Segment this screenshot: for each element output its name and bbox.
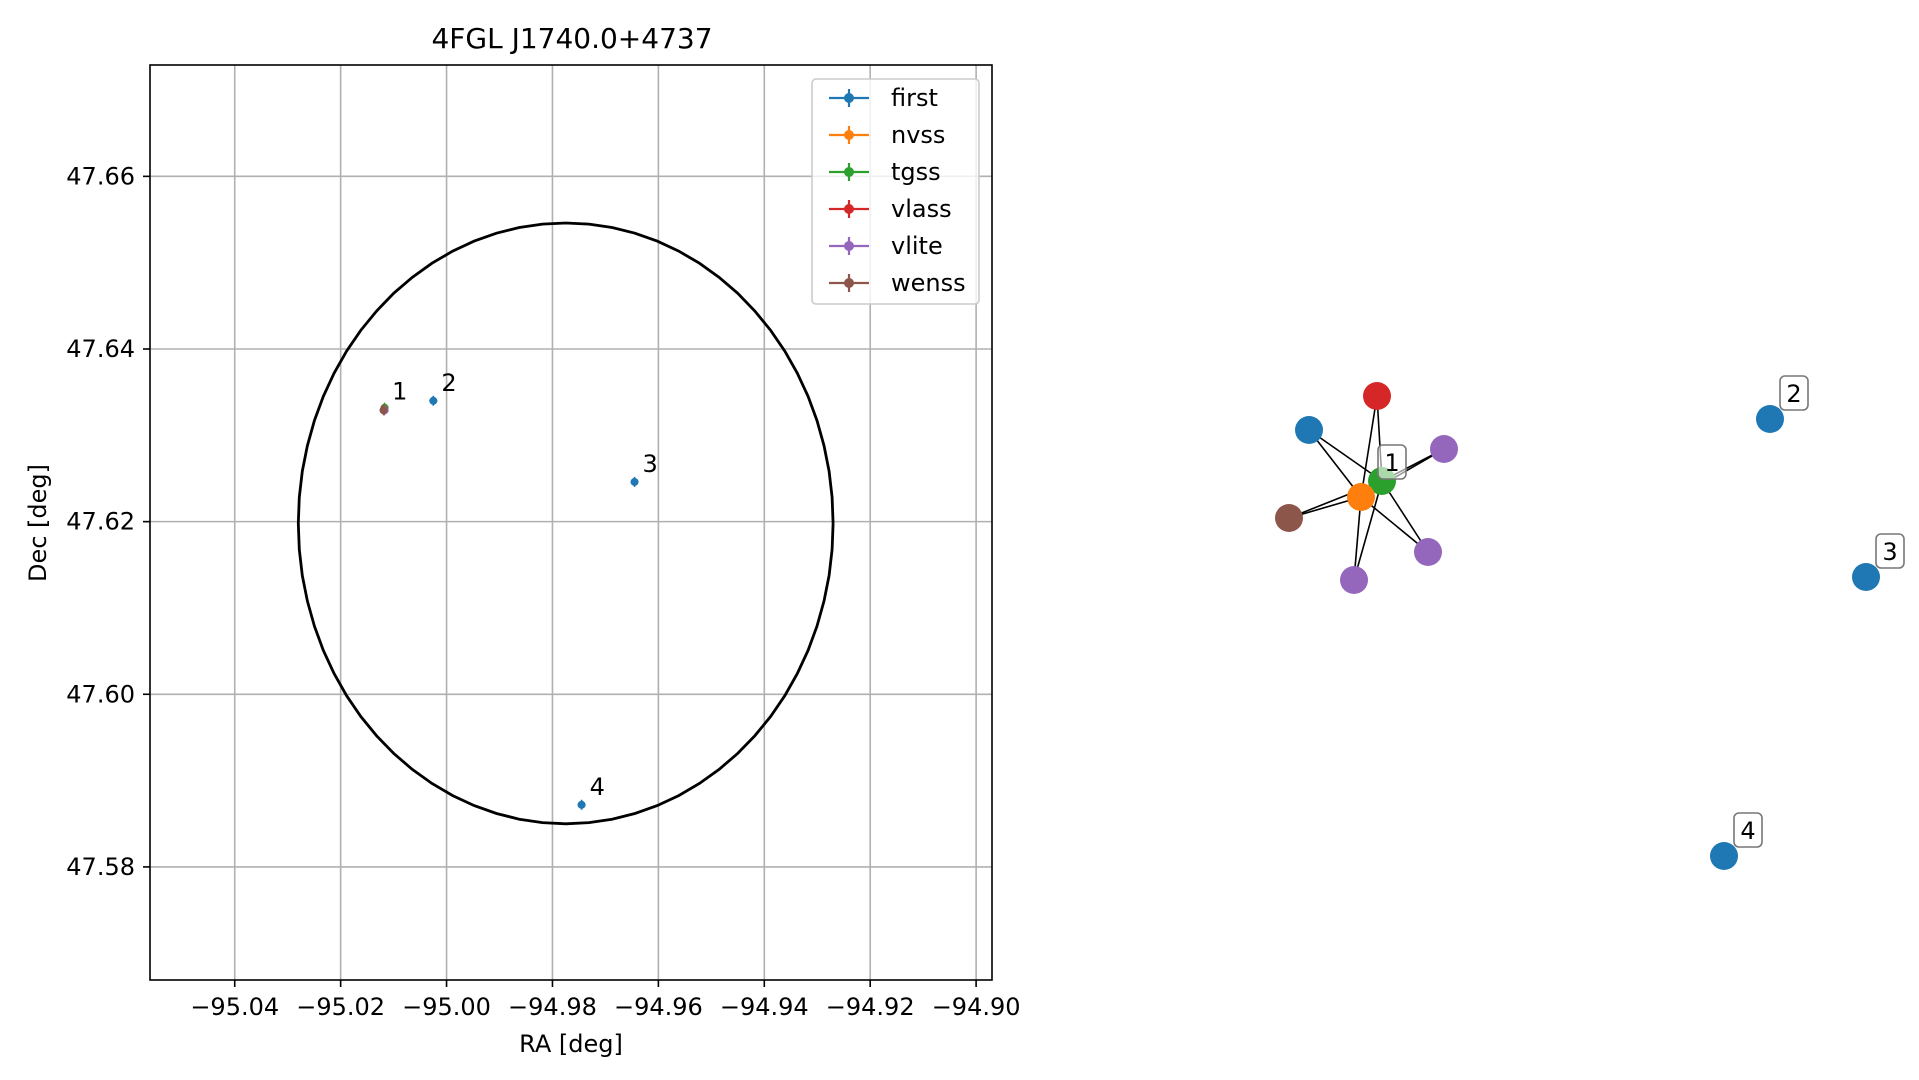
x-tick-label: −94.96 bbox=[614, 993, 703, 1021]
graph-node-nvss bbox=[1347, 483, 1375, 511]
crossmatch-graph: 1 2 3 4 bbox=[1275, 375, 1905, 870]
data-points bbox=[379, 395, 639, 810]
x-tick-label: −95.00 bbox=[402, 993, 491, 1021]
graph-node-label: 4 bbox=[1733, 812, 1763, 848]
graph-node-wenss bbox=[1275, 504, 1303, 532]
legend-entry-vlass: vlass bbox=[829, 195, 952, 223]
graph-node-first bbox=[1756, 405, 1784, 433]
graph-node-label: 3 bbox=[1875, 533, 1905, 569]
legend-entry-first: first bbox=[829, 84, 938, 112]
point-wenss bbox=[379, 405, 388, 416]
y-tick-label: 47.66 bbox=[66, 162, 135, 190]
legend-label: wenss bbox=[891, 269, 966, 297]
graph-nodes bbox=[1275, 382, 1880, 870]
y-axis-label: Dec [deg] bbox=[24, 464, 52, 582]
graph-node-vlite bbox=[1430, 435, 1458, 463]
sky-scatter-plot: 4FGL J1740.0+4737 1 234 −95.04 −95.02 −95.0… bbox=[24, 22, 1021, 1058]
legend-marker bbox=[844, 204, 854, 214]
point-label: 4 bbox=[590, 773, 605, 801]
graph-node-label: 1 bbox=[1377, 444, 1407, 480]
graph-edge bbox=[1360, 395, 1378, 498]
label-text: 3 bbox=[1882, 538, 1897, 566]
graph-node-vlite bbox=[1340, 566, 1368, 594]
ellipse-outline bbox=[296, 221, 835, 826]
legend-entry-wenss: wenss bbox=[829, 269, 966, 297]
marker bbox=[577, 800, 586, 809]
graph-node-first bbox=[1852, 563, 1880, 591]
legend-entry-nvss: nvss bbox=[829, 121, 945, 149]
graph-edge bbox=[1353, 480, 1383, 581]
legend-label: first bbox=[891, 84, 938, 112]
point-first bbox=[429, 395, 438, 406]
label-box bbox=[1779, 375, 1809, 411]
legend-label: tgss bbox=[891, 158, 941, 186]
point-label: 1 bbox=[392, 377, 407, 405]
legend-entry-vlite: vlite bbox=[829, 232, 943, 260]
y-tick-label: 47.60 bbox=[66, 680, 135, 708]
graph-edge bbox=[1308, 429, 1362, 498]
legend-label: vlass bbox=[891, 195, 952, 223]
marker bbox=[379, 406, 388, 415]
localization-ellipse bbox=[296, 221, 835, 826]
graph-edge bbox=[1360, 496, 1429, 553]
legend-marker bbox=[844, 167, 854, 177]
label-box bbox=[1875, 533, 1905, 569]
label-text: 1 bbox=[1384, 449, 1399, 477]
point-label: 2 bbox=[441, 369, 456, 397]
legend: first nvss tgss vlass vlite wenss bbox=[811, 78, 980, 305]
legend-marker bbox=[844, 130, 854, 140]
graph-node-first bbox=[1295, 416, 1323, 444]
chart-title: 4FGL J1740.0+4737 bbox=[431, 22, 712, 55]
x-tick-label: −95.02 bbox=[296, 993, 385, 1021]
point-first bbox=[577, 799, 586, 810]
legend-label: nvss bbox=[891, 121, 945, 149]
y-tick-label: 47.58 bbox=[66, 853, 135, 881]
graph-node-labels: 1 2 3 4 bbox=[1377, 375, 1905, 848]
x-tick-label: −95.04 bbox=[190, 993, 279, 1021]
marker bbox=[630, 477, 639, 486]
y-tick-label: 47.62 bbox=[66, 508, 135, 536]
point-labels: 1 2 3 4 bbox=[392, 369, 658, 801]
x-tick-label: −94.94 bbox=[720, 993, 809, 1021]
graph-node-first bbox=[1710, 842, 1738, 870]
label-text: 2 bbox=[1786, 380, 1801, 408]
y-axis-ticks: 47.58 47.60 47.62 47.64 47.66 bbox=[66, 162, 150, 881]
marker bbox=[429, 396, 438, 405]
legend-label: vlite bbox=[891, 232, 943, 260]
graph-node-vlite bbox=[1414, 538, 1442, 566]
legend-marker bbox=[844, 241, 854, 251]
y-tick-label: 47.64 bbox=[66, 335, 135, 363]
x-tick-label: −94.92 bbox=[826, 993, 915, 1021]
legend-marker bbox=[844, 93, 854, 103]
legend-entry-tgss: tgss bbox=[829, 158, 941, 186]
graph-edge bbox=[1308, 429, 1383, 482]
x-axis-label: RA [deg] bbox=[519, 1030, 623, 1058]
graph-node-label: 2 bbox=[1779, 375, 1809, 411]
plot-frame bbox=[149, 64, 993, 981]
x-tick-label: −94.90 bbox=[932, 993, 1021, 1021]
point-label: 3 bbox=[643, 450, 658, 478]
point-first bbox=[630, 476, 639, 487]
label-text: 4 bbox=[1740, 817, 1755, 845]
label-box bbox=[1733, 812, 1763, 848]
x-axis-ticks: −95.04 −95.02 −95.00 −94.98 −94.96 −94.94 −94.… bbox=[190, 980, 1021, 1021]
graph-edge bbox=[1381, 480, 1429, 553]
legend-marker bbox=[844, 278, 854, 288]
x-tick-label: −94.98 bbox=[508, 993, 597, 1021]
label-box bbox=[1377, 444, 1407, 480]
graph-node-vlass bbox=[1363, 382, 1391, 410]
